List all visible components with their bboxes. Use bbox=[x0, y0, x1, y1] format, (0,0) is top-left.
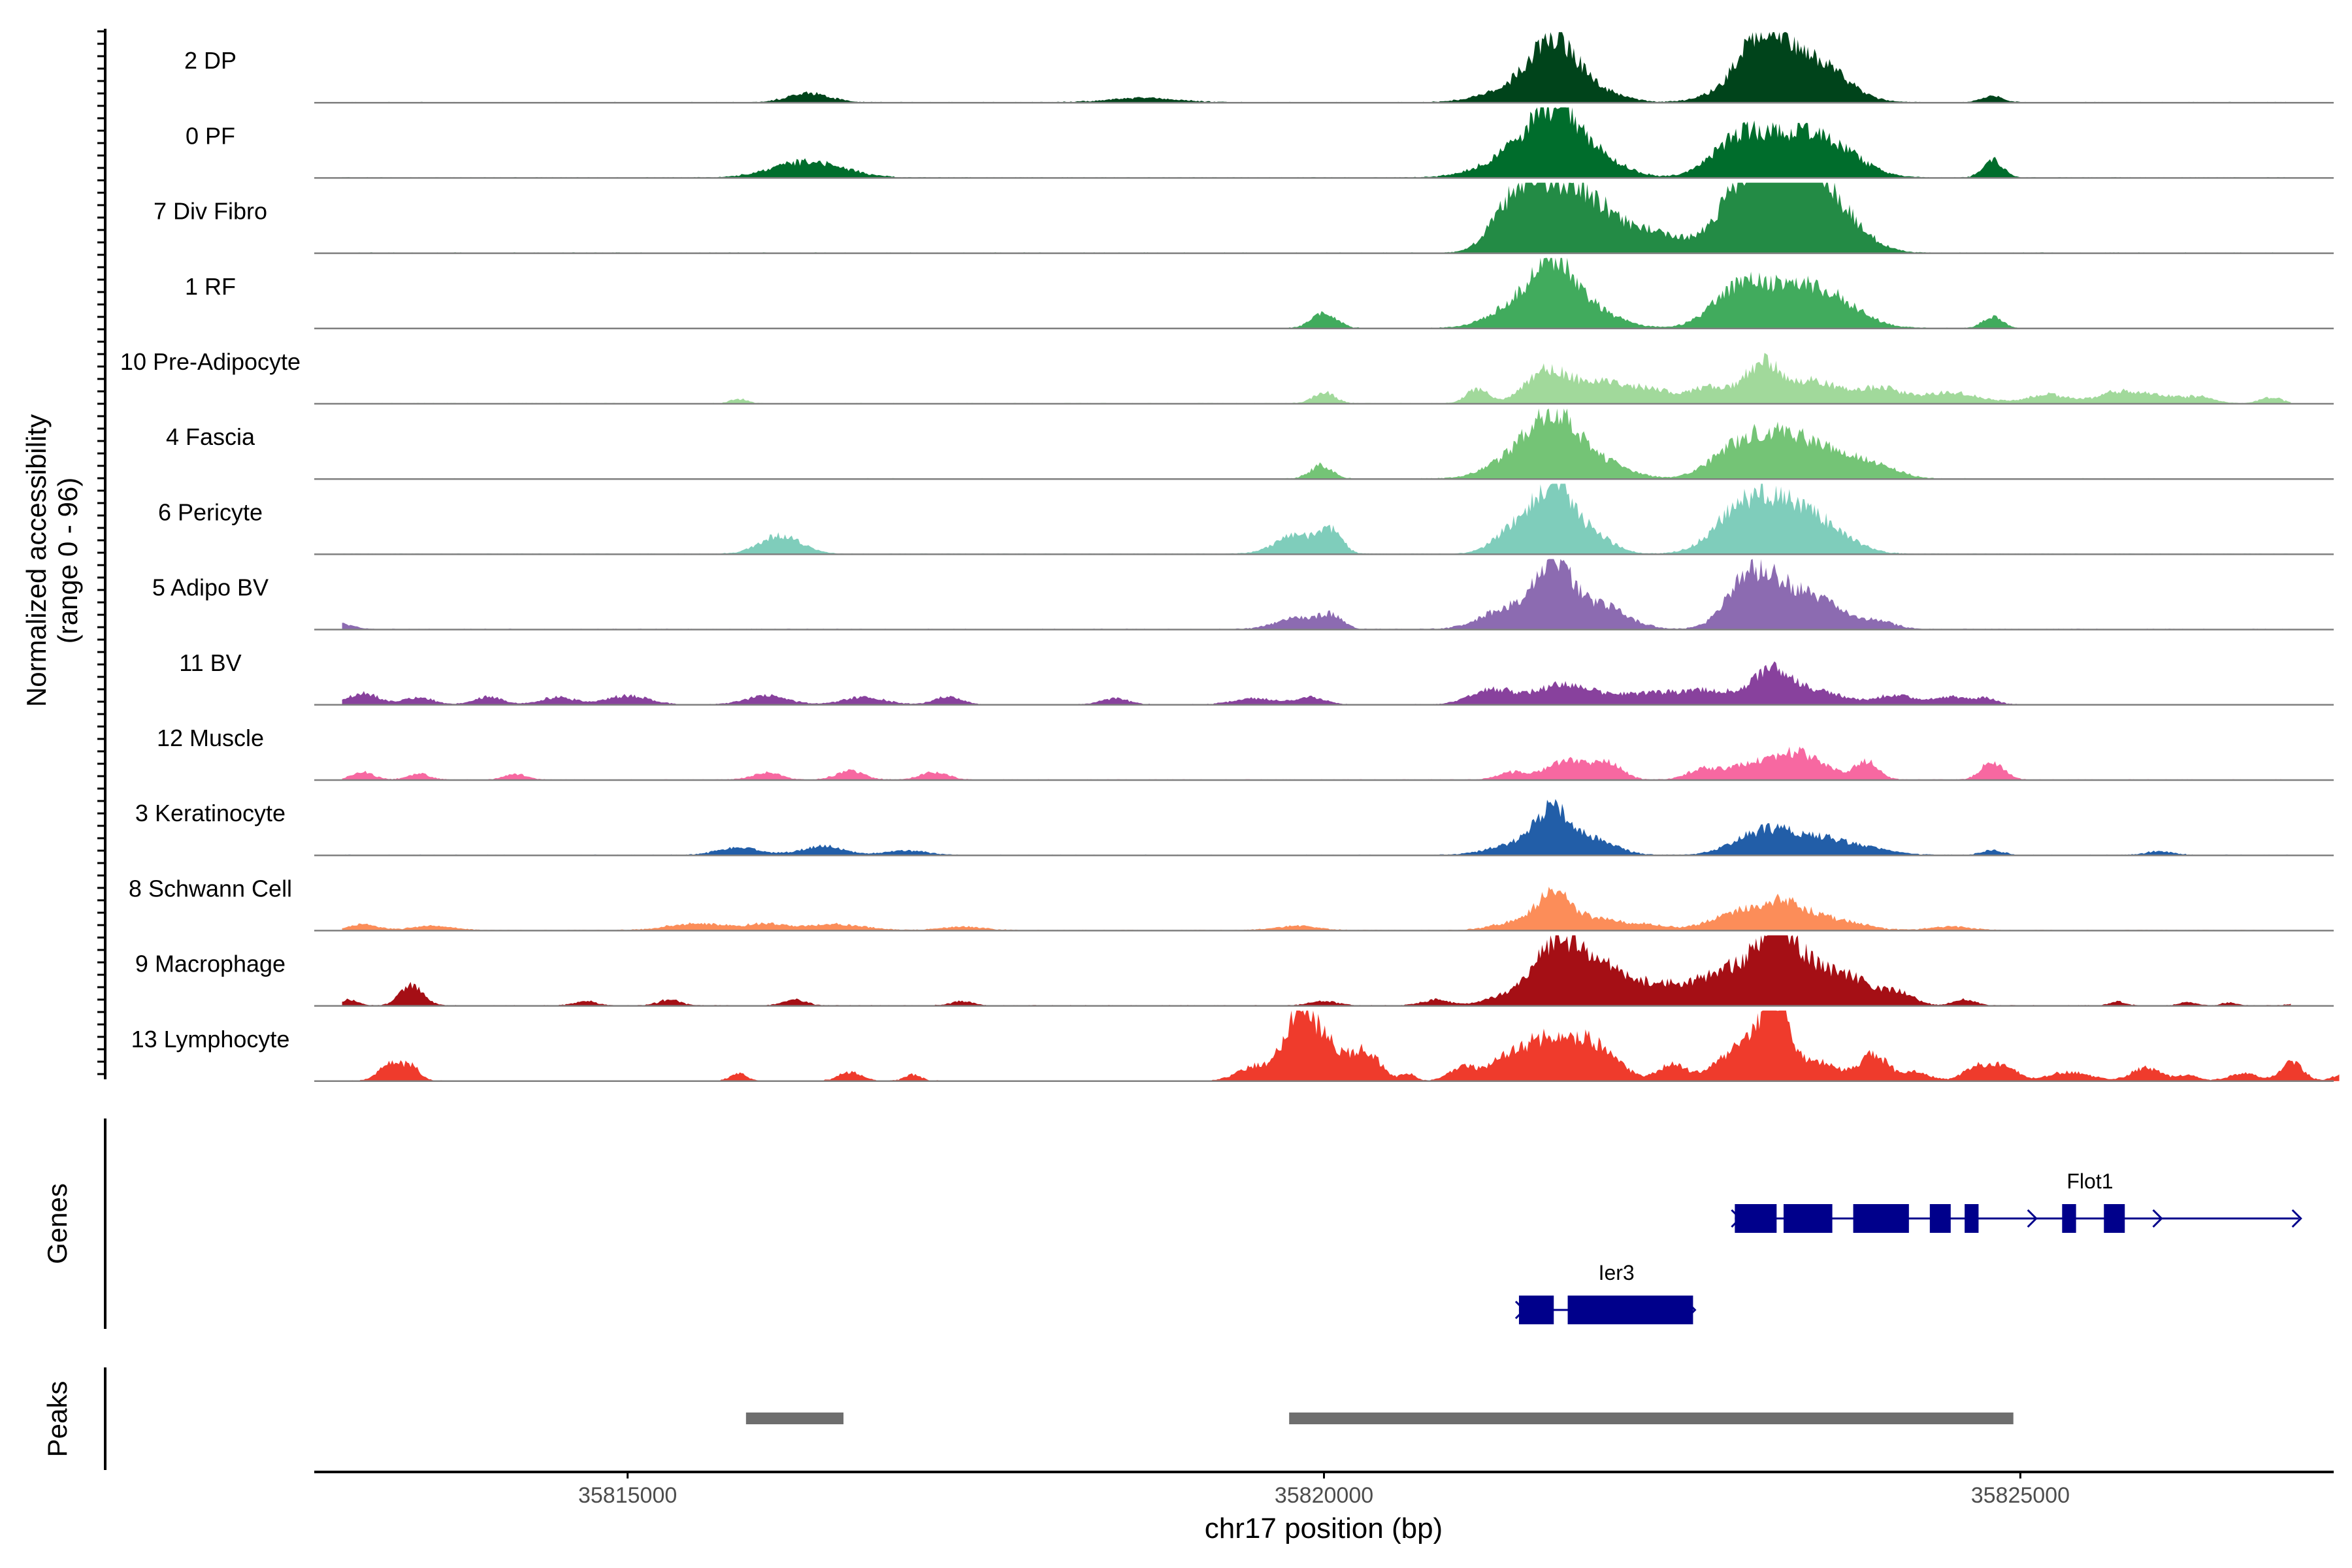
exon bbox=[1783, 1204, 1833, 1233]
coverage-area bbox=[342, 1010, 2340, 1081]
x-axis-tick-label: 35820000 bbox=[1275, 1483, 1373, 1508]
x-axis-tick-label: 35825000 bbox=[1971, 1483, 2070, 1508]
strand-arrow bbox=[2291, 1209, 2302, 1228]
track-10-pre-adipocyte: 10 Pre-Adipocyte bbox=[120, 348, 2334, 405]
track-9-macrophage: 9 Macrophage bbox=[135, 935, 2334, 1007]
track-5-adipo-bv: 5 Adipo BV bbox=[152, 559, 2334, 630]
x-axis-tick-label: 35815000 bbox=[578, 1483, 677, 1508]
coverage-area bbox=[342, 182, 2291, 253]
track-label: 12 Muscle bbox=[157, 725, 264, 751]
coverage-area bbox=[342, 483, 2291, 555]
exon bbox=[1518, 1296, 1554, 1324]
track-label: 1 RF bbox=[185, 273, 236, 300]
track-3-keratinocyte: 3 Keratinocyte bbox=[135, 799, 2334, 857]
track-12-muscle: 12 Muscle bbox=[157, 725, 2334, 781]
gene-label: Ier3 bbox=[1599, 1261, 1635, 1284]
y-axis-ticks bbox=[97, 30, 105, 1075]
gene-track-label: Genes bbox=[42, 1183, 73, 1264]
coverage-area bbox=[342, 32, 2291, 103]
coverage-tracks: 2 DP 0 PF 7 Div Fibro 1 RF 10 Pre-Adipocyte 4… bbox=[120, 32, 2340, 1083]
gene-ier3: Ier3 bbox=[1514, 1261, 1697, 1324]
coverage-area bbox=[342, 559, 2291, 630]
track-label: 8 Schwann Cell bbox=[129, 875, 292, 902]
coverage-area bbox=[342, 408, 2291, 480]
x-axis: chr17 position (bp) 35815000 35820000 3582… bbox=[314, 1471, 2334, 1544]
track-label: 5 Adipo BV bbox=[152, 574, 269, 601]
exon bbox=[2104, 1204, 2125, 1233]
coverage-area bbox=[342, 746, 2291, 780]
track-label: 3 Keratinocyte bbox=[135, 800, 286, 826]
track-label: 7 Div Fibro bbox=[154, 198, 267, 225]
exon bbox=[1929, 1204, 1951, 1233]
track-label: 0 PF bbox=[186, 122, 235, 149]
peak-region bbox=[745, 1413, 844, 1424]
track-7-div-fibro: 7 Div Fibro bbox=[154, 182, 2334, 254]
coverage-area bbox=[342, 799, 2291, 856]
track-11-bv: 11 BV bbox=[179, 649, 2334, 706]
exon bbox=[2062, 1204, 2076, 1233]
peak-track-label: Peaks bbox=[42, 1381, 73, 1458]
y-axis-label: Normalized accessibility (range 0 - 96) bbox=[21, 414, 83, 707]
coverage-area bbox=[342, 107, 2291, 178]
track-label: 10 Pre-Adipocyte bbox=[120, 348, 301, 375]
track-label: 13 Lymphocyte bbox=[131, 1026, 290, 1053]
y-axis-label-line1: Normalized accessibility bbox=[21, 414, 52, 707]
track-6-pericyte: 6 Pericyte bbox=[158, 483, 2334, 555]
y-axis-label-line2: (range 0 - 96) bbox=[52, 478, 83, 644]
strand-arrow bbox=[1686, 1300, 1697, 1320]
coverage-area bbox=[342, 257, 2291, 329]
peak-track: Peaks bbox=[42, 1367, 2014, 1470]
track-label: 2 DP bbox=[184, 47, 237, 74]
coverage-area bbox=[342, 887, 2291, 931]
exon bbox=[1965, 1204, 1979, 1233]
exon bbox=[1567, 1296, 1693, 1324]
track-0-pf: 0 PF bbox=[186, 107, 2334, 179]
coverage-area bbox=[342, 661, 2291, 705]
track-1-rf: 1 RF bbox=[185, 257, 2334, 330]
track-13-lymphocyte: 13 Lymphocyte bbox=[131, 1010, 2340, 1083]
strand-arrow bbox=[2027, 1209, 2038, 1228]
exon bbox=[1735, 1204, 1777, 1233]
track-label: 9 Macrophage bbox=[135, 951, 286, 977]
gene-track: Genes Flot1 Ier3 bbox=[42, 1119, 2302, 1329]
coverage-area bbox=[342, 935, 2291, 1006]
track-label: 6 Pericyte bbox=[158, 498, 263, 525]
strand-arrow bbox=[2152, 1209, 2163, 1228]
coverage-area bbox=[342, 353, 2291, 404]
track-label: 11 BV bbox=[179, 649, 241, 676]
track-4-fascia: 4 Fascia bbox=[166, 408, 2334, 480]
track-8-schwann-cell: 8 Schwann Cell bbox=[129, 875, 2334, 932]
gene-label: Flot1 bbox=[2066, 1169, 2113, 1193]
exon bbox=[1853, 1204, 1909, 1233]
track-2-dp: 2 DP bbox=[184, 32, 2334, 104]
gene-flot1: Flot1 bbox=[1731, 1169, 2302, 1233]
track-label: 4 Fascia bbox=[166, 423, 255, 450]
x-axis-title: chr17 position (bp) bbox=[1205, 1512, 1443, 1544]
peak-region bbox=[1289, 1413, 2014, 1424]
